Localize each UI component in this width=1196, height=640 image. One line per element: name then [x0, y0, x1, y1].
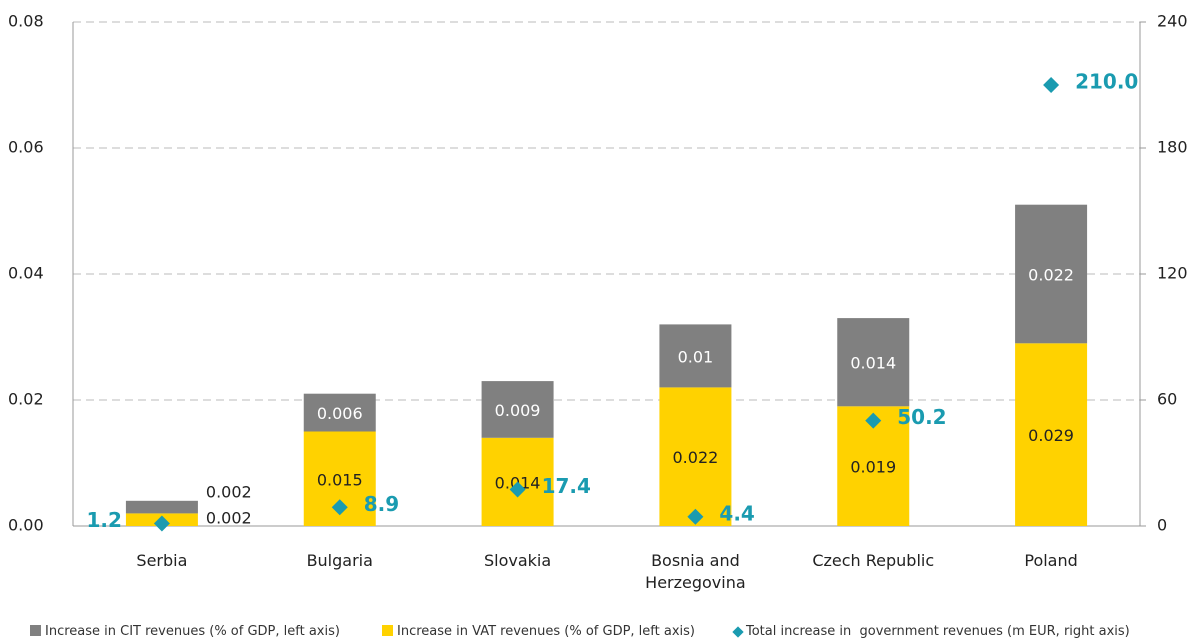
y2-tick-label: 240 [1157, 12, 1188, 31]
bar-label: 0.019 [850, 458, 896, 477]
bar-label: 0.006 [317, 404, 363, 423]
bar-label: 0.014 [850, 354, 896, 373]
marker [687, 508, 704, 525]
bar-label: 0.029 [1028, 426, 1074, 445]
bar-segment [659, 387, 732, 526]
y-tick-label: 0.00 [8, 516, 44, 535]
legend-label: Increase in CIT revenues (% of GDP, left… [45, 624, 340, 639]
marker [1043, 77, 1060, 93]
y2-tick-label: 60 [1157, 390, 1177, 409]
legend-item: Total increase in government revenues (m… [732, 624, 1130, 639]
legend-item: Increase in VAT revenues (% of GDP, left… [382, 624, 695, 639]
legend-swatch [382, 625, 393, 636]
bar-segment [303, 393, 376, 432]
bar-label: 0.009 [495, 401, 541, 420]
y-tick-label: 0.08 [8, 12, 44, 31]
legend-label: Increase in VAT revenues (% of GDP, left… [397, 624, 695, 639]
bar-label: 0.002 [206, 509, 252, 528]
marker-label: 8.9 [364, 492, 399, 516]
bar-segment [481, 381, 554, 438]
marker-label: 1.2 [86, 508, 121, 532]
marker-label: 210.0 [1075, 70, 1138, 94]
x-tick-label: Serbia [136, 551, 188, 570]
marker [153, 515, 170, 532]
bar-label: 0.015 [317, 470, 363, 489]
bar-label: 0.022 [1028, 266, 1074, 285]
marker-label: 4.4 [719, 501, 754, 525]
legend-swatch [30, 625, 41, 636]
y-tick-label: 0.02 [8, 390, 44, 409]
marker [865, 412, 882, 429]
marker [331, 499, 348, 516]
y-tick-label: 0.06 [8, 138, 44, 157]
bar-segment [837, 318, 910, 407]
bar-label: 0.01 [678, 347, 714, 366]
legend-item: Increase in CIT revenues (% of GDP, left… [30, 624, 340, 639]
y2-tick-label: 0 [1157, 516, 1167, 535]
bar-segment [1015, 204, 1088, 344]
y-tick-label: 0.04 [8, 264, 44, 283]
x-tick-label: Bulgaria [306, 551, 373, 570]
bar-segment [1015, 343, 1088, 526]
x-tick-label: Poland [1024, 551, 1078, 570]
x-tick-label: Bosnia and Herzegovina [645, 551, 746, 592]
legend-swatch [732, 626, 744, 638]
marker-label: 17.4 [542, 474, 591, 498]
bar-label: 0.002 [206, 483, 252, 502]
marker-label: 50.2 [897, 405, 946, 429]
bar-segment [125, 500, 198, 514]
marker [509, 481, 526, 498]
y2-tick-label: 180 [1157, 138, 1188, 157]
x-tick-label: Czech Republic [812, 551, 935, 570]
y2-tick-label: 120 [1157, 264, 1188, 283]
bar-label: 0.022 [673, 448, 719, 467]
x-tick-label: Slovakia [483, 551, 552, 570]
bar-segment [659, 324, 732, 388]
legend-label: Total increase in government revenues (m… [746, 624, 1130, 639]
